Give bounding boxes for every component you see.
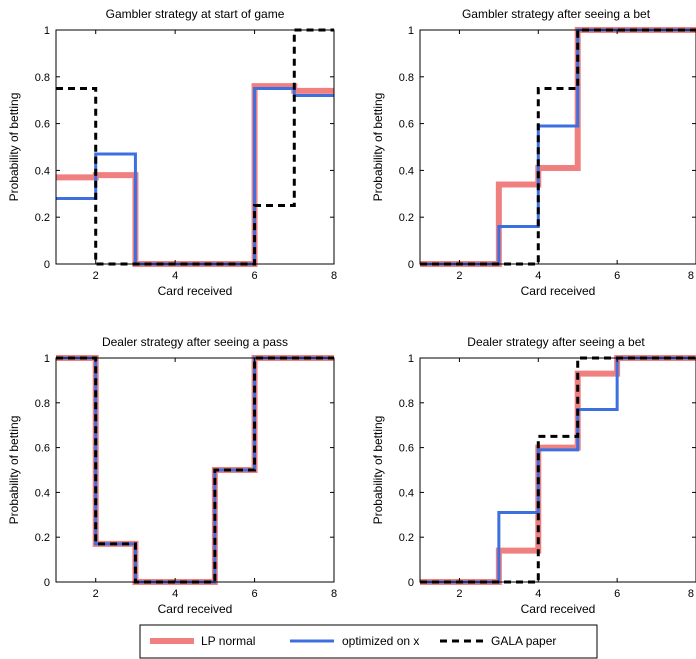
x-axis-label: Card received bbox=[521, 602, 596, 616]
y-tick-label: 0.4 bbox=[35, 165, 50, 177]
y-tick-label: 0.8 bbox=[399, 398, 414, 410]
x-tick-label: 8 bbox=[331, 270, 337, 282]
x-tick-label: 6 bbox=[252, 270, 258, 282]
y-tick-label: 0.2 bbox=[399, 212, 414, 224]
y-tick-label: 0.2 bbox=[35, 212, 50, 224]
y-axis-label: Probability of betting bbox=[7, 93, 21, 202]
y-axis-label: Probability of betting bbox=[371, 93, 385, 202]
plot-area bbox=[420, 358, 696, 582]
x-tick-label: 6 bbox=[614, 588, 620, 600]
x-tick-label: 6 bbox=[252, 588, 258, 600]
y-tick-label: 1 bbox=[44, 353, 50, 365]
x-axis-label: Card received bbox=[521, 284, 596, 298]
y-tick-label: 0.6 bbox=[399, 119, 414, 131]
x-axis-label: Card received bbox=[158, 284, 233, 298]
y-tick-label: 1 bbox=[408, 353, 414, 365]
series-line-gala bbox=[56, 28, 334, 266]
plot-area bbox=[420, 30, 696, 264]
x-tick-label: 4 bbox=[172, 270, 178, 282]
chart-panel-1: 0 0.2 0.4 0.6 0.8 1 2 4 6 8 Gambler strategy at st… bbox=[7, 7, 337, 298]
y-tick-label: 0.2 bbox=[399, 532, 414, 544]
chart-panel-4: 0 0.2 0.4 0.6 0.8 1 2 4 6 8 Dealer strategy after … bbox=[371, 335, 696, 616]
legend-box bbox=[139, 624, 598, 659]
y-tick-label: 1 bbox=[44, 25, 50, 37]
x-tick-label: 6 bbox=[614, 270, 620, 282]
y-axis-label: Probability of betting bbox=[7, 416, 21, 525]
plot-area bbox=[56, 30, 334, 264]
chart-title: Gambler strategy after seeing a bet bbox=[462, 7, 651, 21]
axes-frame bbox=[419, 357, 696, 583]
chart-title: Dealer strategy after seeing a bet bbox=[467, 335, 645, 349]
y-tick-label: 0.8 bbox=[35, 72, 50, 84]
y-tick-label: 0.4 bbox=[399, 165, 414, 177]
y-tick-label: 0.4 bbox=[35, 487, 50, 499]
chart-title: Gambler strategy at start of game bbox=[106, 7, 285, 21]
axes-frame bbox=[55, 29, 335, 265]
y-tick-label: 0.2 bbox=[35, 532, 50, 544]
legend-label: optimized on x bbox=[342, 634, 419, 648]
x-tick-label: 4 bbox=[535, 588, 541, 600]
x-tick-label: 8 bbox=[688, 588, 694, 600]
y-tick-label: 0.8 bbox=[399, 72, 414, 84]
x-tick-label: 2 bbox=[93, 270, 99, 282]
x-tick-label: 4 bbox=[535, 270, 541, 282]
chart-panel-2: 0 0.2 0.4 0.6 0.8 1 2 4 6 8 Gambler strategy after… bbox=[371, 7, 696, 298]
axes-frame bbox=[419, 29, 696, 265]
y-tick-label: 0.8 bbox=[35, 398, 50, 410]
legend-label: LP normal bbox=[201, 634, 255, 648]
legend-label: GALA paper bbox=[491, 634, 556, 648]
x-tick-label: 2 bbox=[93, 588, 99, 600]
y-tick-label: 0.4 bbox=[399, 487, 414, 499]
y-tick-label: 0.6 bbox=[399, 443, 414, 455]
y-tick-label: 0 bbox=[408, 259, 414, 271]
x-tick-label: 8 bbox=[331, 588, 337, 600]
chart-panel-3: 0 0.2 0.4 0.6 0.8 1 2 4 6 8 Dealer strategy after … bbox=[7, 335, 337, 616]
y-tick-label: 0 bbox=[44, 577, 50, 589]
x-axis-label: Card received bbox=[158, 602, 233, 616]
y-tick-label: 0.6 bbox=[35, 443, 50, 455]
y-tick-label: 1 bbox=[408, 25, 414, 37]
x-tick-label: 4 bbox=[172, 588, 178, 600]
x-tick-label: 8 bbox=[688, 270, 694, 282]
x-tick-label: 2 bbox=[456, 588, 462, 600]
y-tick-label: 0 bbox=[44, 259, 50, 271]
y-tick-label: 0 bbox=[408, 577, 414, 589]
x-tick-label: 2 bbox=[456, 270, 462, 282]
chart-title: Dealer strategy after seeing a pass bbox=[102, 335, 288, 349]
axes-frame bbox=[55, 357, 335, 583]
y-axis-label: Probability of betting bbox=[371, 416, 385, 525]
legend: LP normal optimized on x GALA paper bbox=[139, 624, 598, 659]
y-tick-label: 0.6 bbox=[35, 119, 50, 131]
